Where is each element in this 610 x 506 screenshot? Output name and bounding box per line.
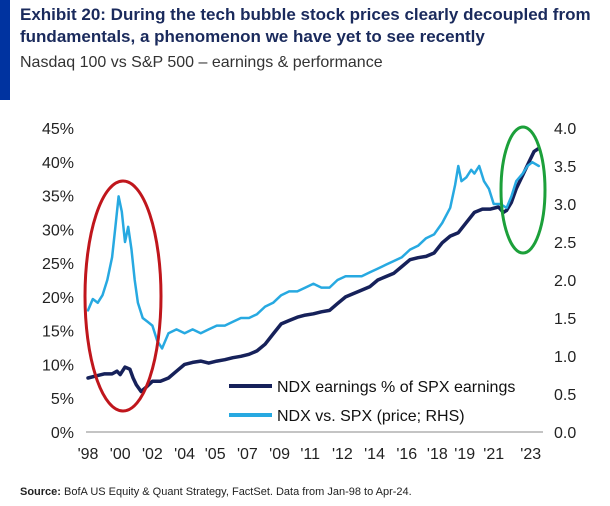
chart-subtitle: Nasdaq 100 vs S&P 500 – earnings & perfo… xyxy=(20,54,383,71)
right-tick-label: 1.5 xyxy=(554,311,576,328)
bubble-highlight-ellipse xyxy=(83,179,163,413)
source-label: Source: xyxy=(20,486,61,498)
left-tick-label: 20% xyxy=(42,290,74,307)
source-note: Source: BofA US Equity & Quant Strategy,… xyxy=(20,486,412,498)
x-tick-label: '18 xyxy=(427,446,448,463)
right-tick-label: 3.5 xyxy=(554,159,576,176)
source-text: BofA US Equity & Quant Strategy, FactSet… xyxy=(64,486,412,498)
x-axis: '98 '00 '02 '04 '05 '07 '09 '11 '12 '14 '16 '18 '19 '… xyxy=(78,446,542,463)
left-tick-label: 35% xyxy=(42,189,74,206)
left-tick-label: 5% xyxy=(51,391,74,408)
recent-highlight-ellipse xyxy=(499,125,547,255)
chart: 0% 5% 10% 15% 20% 25% 30% 35% 40% 45% 0.0 0.5 1.0 1.… xyxy=(42,121,576,463)
x-tick-label: '07 xyxy=(237,446,258,463)
x-tick-label: '00 xyxy=(110,446,131,463)
right-tick-label: 2.0 xyxy=(554,273,576,290)
x-tick-label: '19 xyxy=(454,446,475,463)
x-tick-label: '12 xyxy=(332,446,353,463)
right-tick-label: 0.5 xyxy=(554,387,576,404)
accent-bar xyxy=(0,0,10,100)
x-tick-label: '16 xyxy=(396,446,417,463)
left-axis: 0% 5% 10% 15% 20% 25% 30% 35% 40% 45% xyxy=(42,121,74,442)
x-tick-label: '02 xyxy=(142,446,163,463)
series-line-ndx-vs-spx xyxy=(86,160,541,350)
legend-label-price: NDX vs. SPX (price; RHS) xyxy=(277,408,465,425)
right-axis: 0.0 0.5 1.0 1.5 2.0 2.5 3.0 3.5 4.0 xyxy=(554,121,576,442)
left-tick-label: 25% xyxy=(42,256,74,273)
x-tick-label: '14 xyxy=(364,446,385,463)
right-tick-label: 0.0 xyxy=(554,425,576,442)
left-tick-label: 15% xyxy=(42,324,74,341)
right-tick-label: 4.0 xyxy=(554,121,576,138)
left-tick-label: 45% xyxy=(42,121,74,138)
x-tick-label: '98 xyxy=(78,446,99,463)
x-tick-label: '04 xyxy=(174,446,195,463)
left-tick-label: 30% xyxy=(42,222,74,239)
left-tick-label: 40% xyxy=(42,155,74,172)
legend-label-earnings: NDX earnings % of SPX earnings xyxy=(277,379,515,396)
left-tick-label: 0% xyxy=(51,425,74,442)
right-tick-label: 2.5 xyxy=(554,235,576,252)
x-tick-label: '09 xyxy=(269,446,290,463)
legend: NDX earnings % of SPX earnings NDX vs. S… xyxy=(229,379,515,425)
chart-title: Exhibit 20: During the tech bubble stock… xyxy=(20,5,591,46)
x-tick-label: '11 xyxy=(300,446,320,463)
right-tick-label: 1.0 xyxy=(554,349,576,366)
x-tick-label: '21 xyxy=(483,446,504,463)
x-tick-label: '23 xyxy=(520,446,541,463)
x-tick-label: '05 xyxy=(205,446,226,463)
right-tick-label: 3.0 xyxy=(554,197,576,214)
left-tick-label: 10% xyxy=(42,357,74,374)
